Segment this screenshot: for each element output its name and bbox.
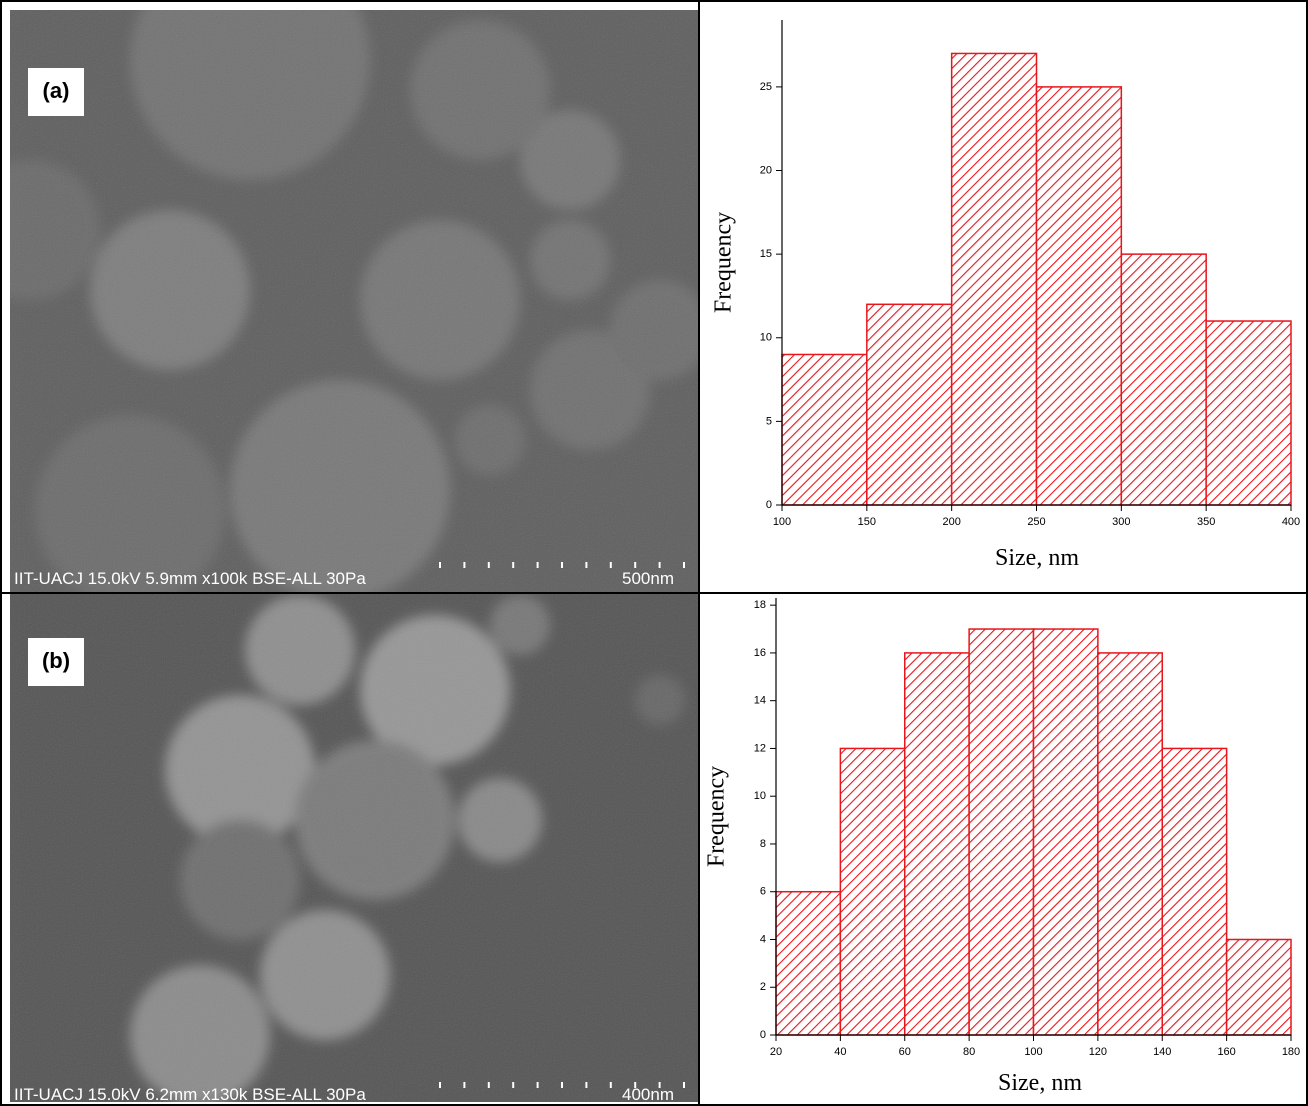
bar xyxy=(781,353,868,506)
x-tick-label: 250 xyxy=(1027,516,1045,528)
panel-label: (b) xyxy=(42,648,70,673)
bar xyxy=(1097,652,1163,1036)
y-tick-label: 0 xyxy=(760,1029,766,1041)
bar xyxy=(1032,628,1099,1036)
y-tick-label: 10 xyxy=(760,332,772,344)
x-axis-title: Size, nm xyxy=(998,1070,1082,1096)
y-axis-title: Frequency xyxy=(711,212,737,313)
label-box xyxy=(28,638,84,686)
x-tick-label: 160 xyxy=(1217,1046,1235,1058)
bar xyxy=(775,890,842,1036)
bar xyxy=(1120,253,1207,506)
bar xyxy=(1225,938,1292,1036)
sem-caption: IIT-UACJ 15.0kV 6.2mm x130k BSE-ALL 30Pa xyxy=(14,1085,366,1104)
label-box xyxy=(28,68,84,116)
panel-label: (a) xyxy=(43,78,70,103)
bar xyxy=(968,628,1035,1036)
bar xyxy=(1205,320,1292,506)
x-tick-label: 180 xyxy=(1282,1046,1300,1058)
bar xyxy=(866,303,953,506)
sem-caption: IIT-UACJ 15.0kV 5.9mm x100k BSE-ALL 30Pa xyxy=(14,569,366,588)
y-tick-label: 6 xyxy=(760,886,766,898)
x-tick-label: 350 xyxy=(1197,516,1215,528)
y-tick-label: 4 xyxy=(760,933,766,945)
x-tick-label: 200 xyxy=(942,516,960,528)
x-tick-label: 120 xyxy=(1089,1046,1107,1058)
x-tick-label: 40 xyxy=(834,1046,846,1058)
x-tick-label: 100 xyxy=(1024,1046,1042,1058)
y-axis-title: Frequency xyxy=(704,766,730,867)
y-tick-label: 8 xyxy=(760,838,766,850)
y-tick-label: 12 xyxy=(754,742,766,754)
y-tick-label: 10 xyxy=(754,790,766,802)
y-tick-label: 15 xyxy=(760,248,772,260)
y-tick-label: 0 xyxy=(766,499,772,511)
bar xyxy=(950,52,1038,506)
x-tick-label: 400 xyxy=(1282,516,1300,528)
scale-bar-label: 500nm xyxy=(622,569,674,588)
y-tick-label: 20 xyxy=(760,164,772,176)
y-tick-label: 14 xyxy=(754,695,766,707)
x-tick-label: 300 xyxy=(1112,516,1130,528)
y-tick-label: 2 xyxy=(760,981,766,993)
x-tick-label: 60 xyxy=(899,1046,911,1058)
y-tick-label: 25 xyxy=(760,81,772,93)
y-tick-label: 18 xyxy=(754,599,766,611)
scale-bar-label: 400nm xyxy=(622,1085,674,1104)
sem-image-b xyxy=(10,594,698,1102)
x-axis-title: Size, nm xyxy=(995,545,1079,571)
y-tick-label: 5 xyxy=(766,415,772,427)
y-tick-label: 16 xyxy=(754,647,766,659)
bar xyxy=(1035,86,1123,506)
x-tick-label: 80 xyxy=(963,1046,975,1058)
x-tick-label: 150 xyxy=(858,516,876,528)
bar xyxy=(904,652,970,1036)
x-tick-label: 20 xyxy=(770,1046,782,1058)
x-tick-label: 100 xyxy=(773,516,791,528)
sem-image-a xyxy=(10,10,698,592)
scale-bar xyxy=(439,562,685,1088)
bar xyxy=(1161,747,1228,1036)
x-tick-label: 140 xyxy=(1153,1046,1171,1058)
bar xyxy=(839,747,906,1036)
